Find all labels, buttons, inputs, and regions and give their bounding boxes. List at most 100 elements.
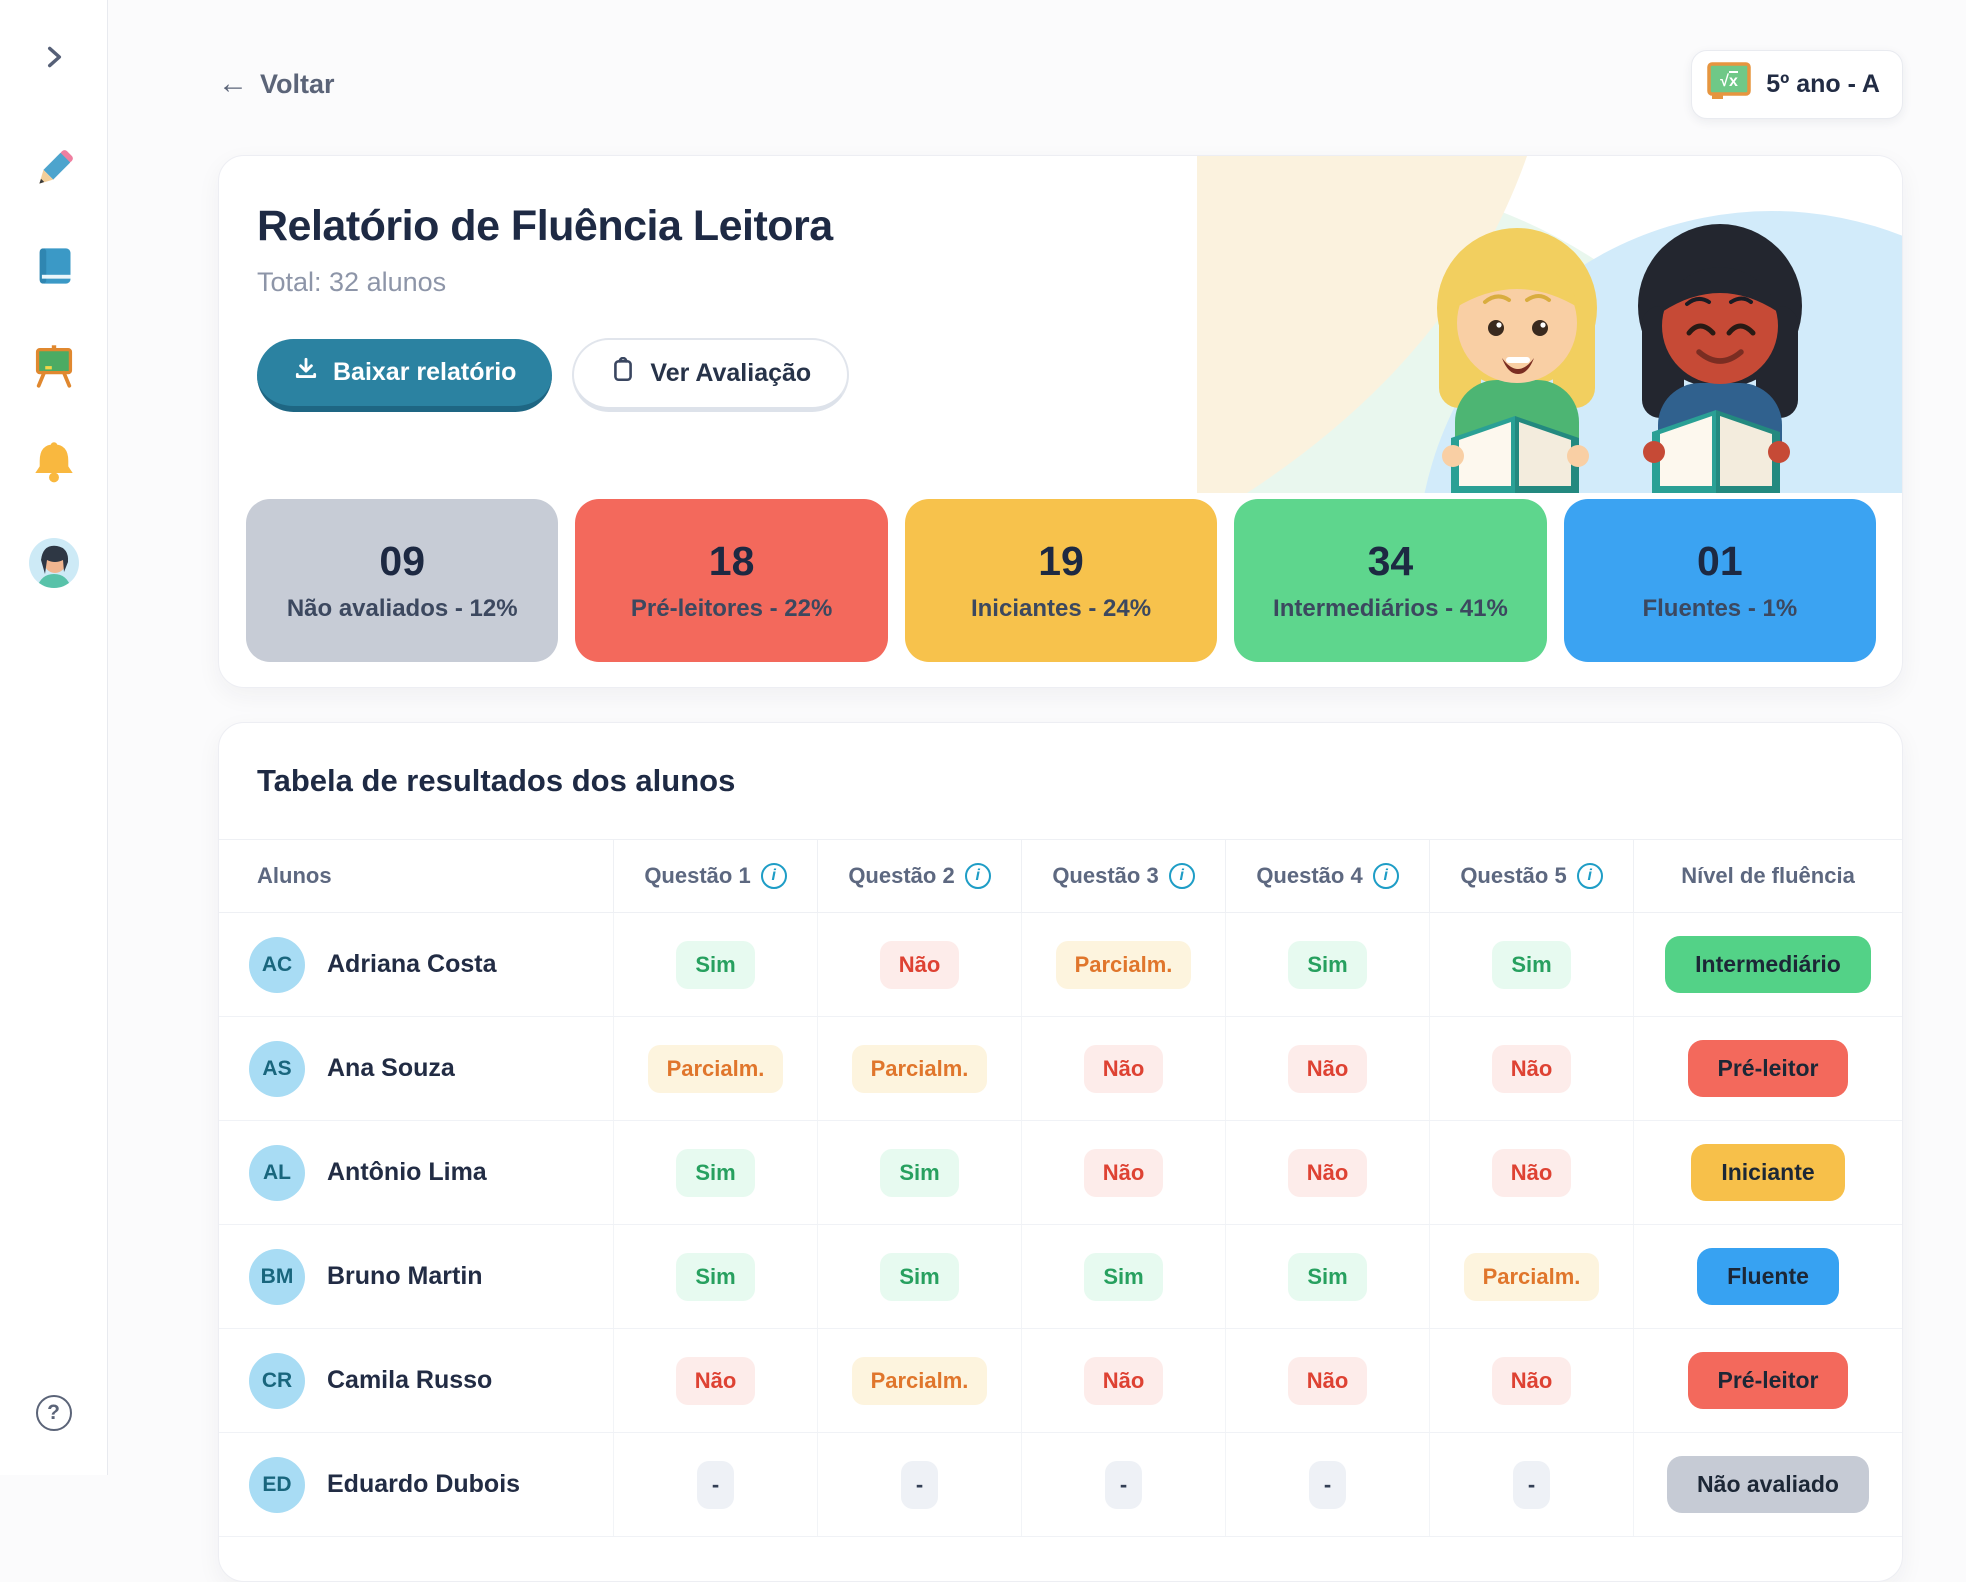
student-avatar: ED — [249, 1456, 305, 1513]
stat-label: Fluentes - 1% — [1642, 595, 1798, 622]
stat-value: 34 — [1367, 538, 1414, 584]
stat-value: 19 — [1038, 538, 1084, 584]
student-name: Eduardo Dubois — [327, 1470, 521, 1498]
hero-text: Relatório de Fluência Leitora Total: 32 … — [257, 202, 850, 412]
table-row: AL Antônio Lima Sim Sim Não Não Não Inic… — [219, 1121, 1902, 1225]
info-icon[interactable]: i — [1168, 863, 1195, 889]
fluency-level-badge: Iniciante — [1691, 1144, 1845, 1201]
student-name: Bruno Martin — [327, 1262, 483, 1290]
pencil-icon[interactable] — [31, 146, 77, 192]
student-name: Antônio Lima — [327, 1158, 487, 1186]
answer-badge: Não — [1083, 1044, 1164, 1093]
avatar[interactable] — [28, 538, 79, 588]
answer-badge: Sim — [1492, 940, 1571, 989]
answer-badge: Sim — [1288, 1252, 1367, 1301]
answer-badge: - — [1512, 1460, 1551, 1509]
download-icon — [293, 356, 319, 389]
answer-badge: Parcialm. — [647, 1044, 784, 1093]
report-summary-card: Relatório de Fluência Leitora Total: 32 … — [218, 155, 1903, 688]
stat-value: 09 — [379, 538, 425, 584]
answer-badge: Sim — [1288, 940, 1367, 989]
fluency-level-badge: Fluente — [1697, 1248, 1839, 1305]
column-header-label: Questão 1 — [644, 863, 751, 888]
stat-label: Iniciantes - 24% — [970, 595, 1152, 622]
stat-card-fluentes: 01 Fluentes - 1% — [1563, 499, 1877, 662]
answer-badge: Não — [1287, 1148, 1368, 1197]
stat-card-iniciantes: 19 Iniciantes - 24% — [904, 499, 1218, 662]
stat-card-pre-leitores: 18 Pré-leitores - 22% — [575, 499, 888, 662]
download-report-label: Baixar relatório — [333, 357, 517, 386]
results-table-card: Tabela de resultados dos alunos Alunos Q… — [218, 722, 1903, 1582]
answer-badge: Não — [1287, 1044, 1368, 1093]
answer-badge: Não — [1287, 1356, 1368, 1405]
download-report-button[interactable]: Baixar relatório — [257, 338, 553, 412]
book-icon[interactable] — [32, 244, 76, 288]
column-header-questao-4: Questão 4 i — [1225, 840, 1429, 912]
answer-badge: Sim — [676, 1148, 755, 1197]
answer-badge: Não — [1491, 1356, 1572, 1405]
answer-badge: Parcialm. — [851, 1356, 988, 1405]
column-header-label: Questão 3 — [1052, 863, 1159, 888]
back-label: Voltar — [260, 68, 335, 99]
student-avatar: AC — [249, 936, 305, 993]
student-avatar: AS — [249, 1040, 305, 1097]
answer-badge: Parcialm. — [1055, 940, 1192, 989]
svg-text:√x: √x — [1720, 73, 1738, 90]
column-header-label: Questão 2 — [848, 863, 955, 888]
back-button[interactable]: ← Voltar — [218, 69, 335, 100]
info-icon[interactable]: i — [1372, 863, 1399, 889]
easel-icon[interactable] — [31, 342, 77, 388]
column-header-alunos: Alunos — [257, 863, 332, 888]
class-badge[interactable]: √x 5º ano - A — [1691, 49, 1903, 119]
student-avatar: BM — [249, 1248, 305, 1305]
fluency-level-badge: Pré-leitor — [1687, 1352, 1849, 1409]
page-title: Relatório de Fluência Leitora — [257, 202, 833, 250]
expand-chevron-icon[interactable] — [39, 42, 69, 72]
answer-badge: Não — [1491, 1044, 1572, 1093]
help-icon[interactable]: ? — [35, 1395, 72, 1431]
column-header-questao-1: Questão 1 i — [613, 840, 817, 912]
answer-badge: - — [696, 1460, 735, 1509]
answer-badge: Não — [1491, 1148, 1572, 1197]
back-arrow-icon: ← — [218, 67, 248, 100]
total-students: Total: 32 alunos — [257, 267, 447, 297]
info-icon[interactable]: i — [1576, 863, 1603, 889]
answer-badge: Parcialm. — [1463, 1252, 1600, 1301]
stat-card-nao-avaliados: 09 Não avaliados - 12% — [246, 499, 559, 662]
info-icon[interactable]: i — [760, 863, 787, 889]
table-row: CR Camila Russo Não Parcialm. Não Não Nã… — [219, 1329, 1902, 1433]
answer-badge: - — [1308, 1460, 1347, 1509]
view-assessment-label: Ver Avaliação — [650, 359, 812, 387]
answer-badge: Não — [879, 940, 960, 989]
view-assessment-button[interactable]: Ver Avaliação — [572, 338, 850, 412]
answer-badge: Sim — [880, 1148, 959, 1197]
answer-badge: Não — [1083, 1356, 1164, 1405]
table-row: AC Adriana Costa Sim Não Parcialm. Sim S… — [219, 913, 1902, 1017]
answer-badge: Não — [675, 1356, 756, 1405]
answer-badge: Sim — [676, 1252, 755, 1301]
column-header-questao-3: Questão 3 i — [1021, 840, 1225, 912]
column-header-label: Questão 4 — [1256, 863, 1363, 888]
column-header-label: Questão 5 — [1460, 863, 1567, 888]
illustration-kids-reading — [792, 156, 1902, 687]
stat-value: 18 — [708, 538, 755, 584]
answer-badge: - — [900, 1460, 939, 1509]
fluency-level-badge: Intermediário — [1665, 936, 1871, 993]
stat-value: 01 — [1697, 538, 1743, 584]
student-name: Ana Souza — [327, 1054, 455, 1082]
info-icon[interactable]: i — [964, 863, 991, 889]
class-badge-label: 5º ano - A — [1766, 69, 1880, 98]
answer-badge: Sim — [880, 1252, 959, 1301]
sidebar: ? — [0, 0, 108, 1475]
answer-badge: Parcialm. — [851, 1044, 988, 1093]
column-header-questao-2: Questão 2 i — [817, 840, 1021, 912]
table-row: ED Eduardo Dubois - - - - - Não avaliado — [219, 1433, 1902, 1537]
fluency-level-badge: Pré-leitor — [1687, 1040, 1849, 1097]
stat-label: Pré-leitores - 22% — [630, 595, 833, 622]
stats-row: 09 Não avaliados - 12% 18 Pré-leitores -… — [246, 499, 1877, 662]
bell-icon[interactable] — [32, 440, 76, 484]
answer-badge: Sim — [676, 940, 755, 989]
student-name: Adriana Costa — [327, 950, 497, 978]
topbar: ← Voltar √x 5º ano - A — [218, 49, 1903, 119]
student-name: Camila Russo — [327, 1366, 493, 1394]
